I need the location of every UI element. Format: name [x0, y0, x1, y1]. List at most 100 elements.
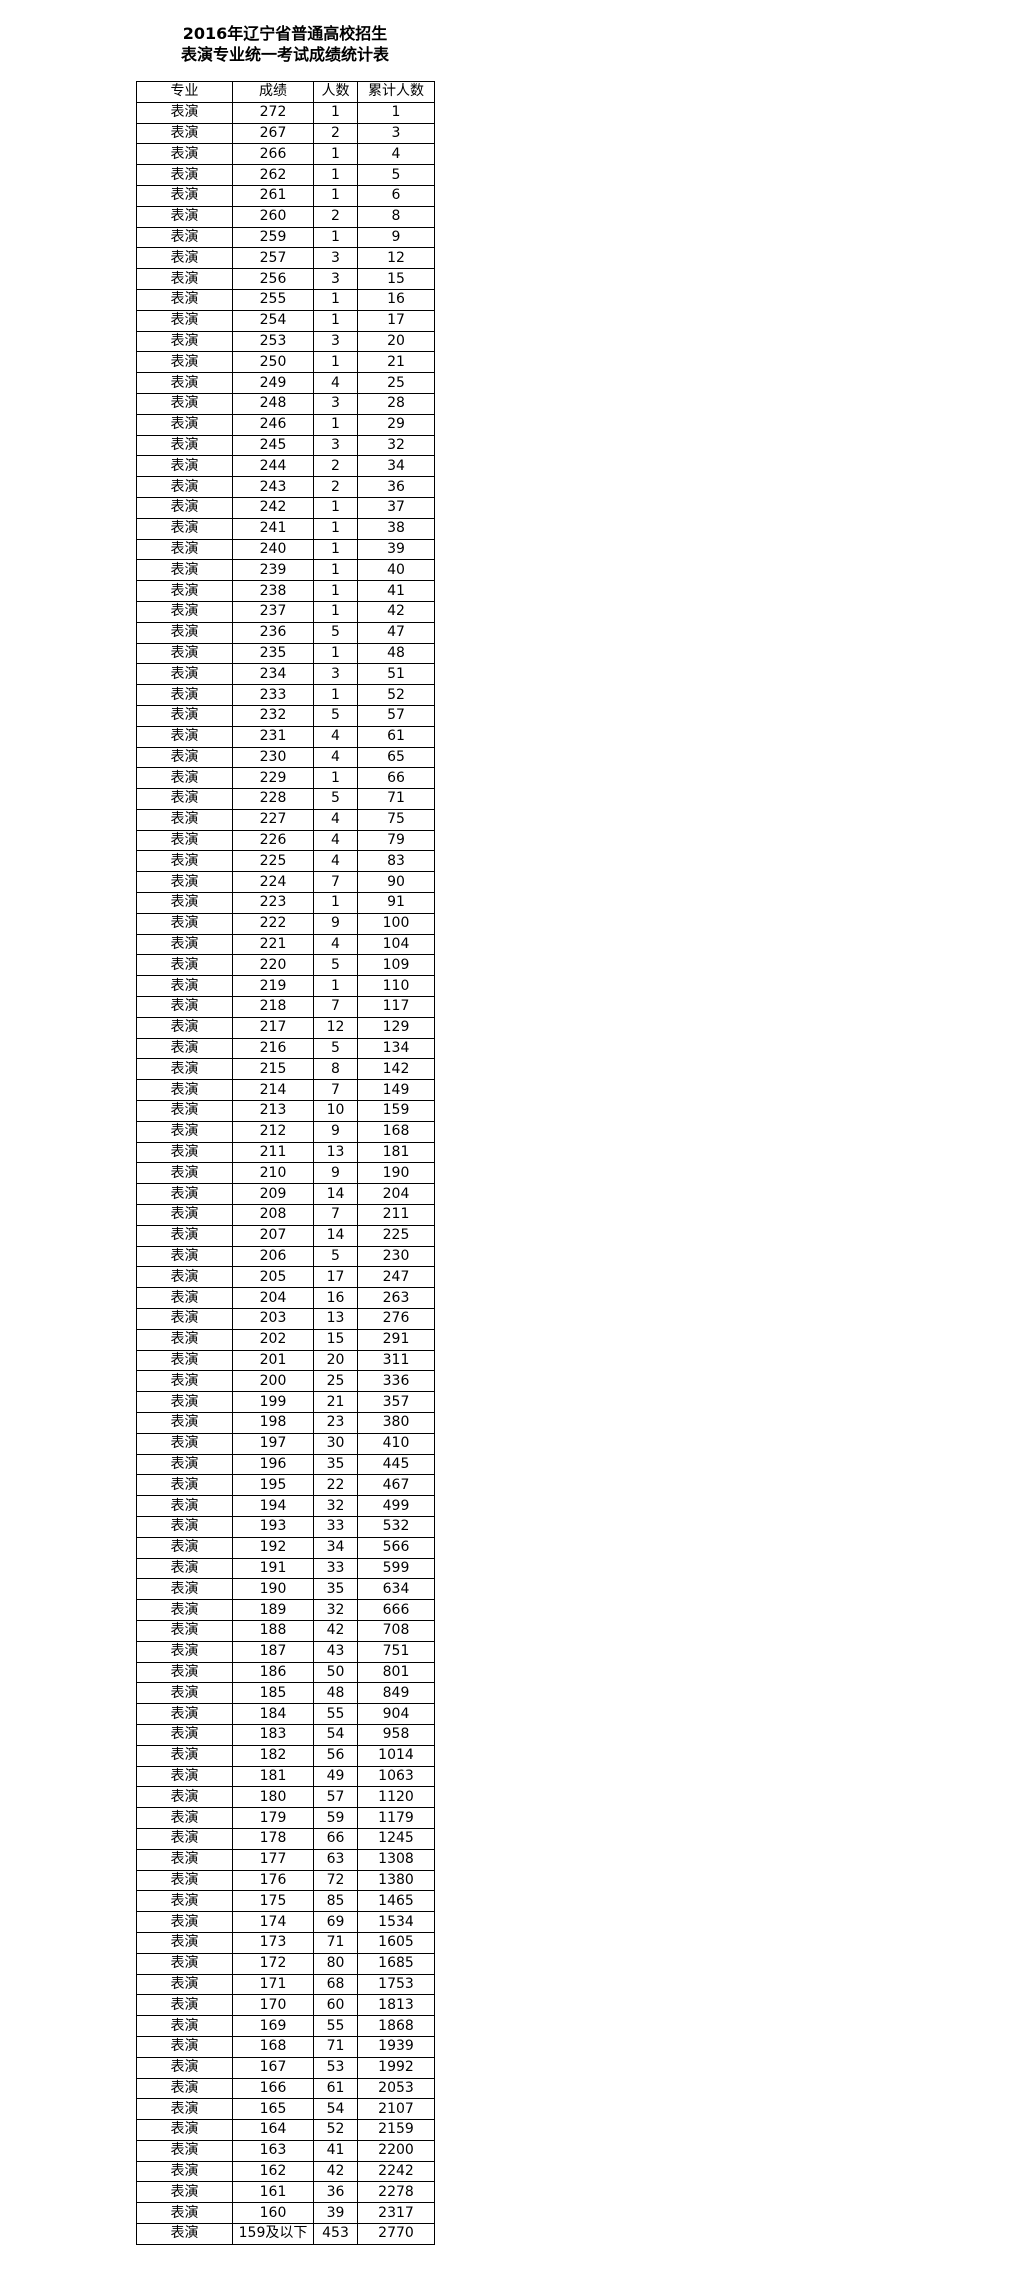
- table-row: 表演 216 5 134: [136, 1037, 435, 1060]
- cell-score: 237: [232, 600, 314, 623]
- table-row: 表演 236 5 47: [136, 621, 435, 644]
- cell-major: 表演: [136, 1911, 233, 1933]
- cell-cumulative: 36: [357, 476, 435, 498]
- cell-major: 表演: [136, 351, 233, 374]
- table-row: 表演 169 55 1868: [136, 2015, 435, 2037]
- cell-count: 13: [313, 1141, 358, 1164]
- cell-cumulative: 142: [357, 1058, 435, 1081]
- cell-score: 224: [232, 871, 314, 894]
- cell-score: 162: [232, 2160, 314, 2183]
- cell-cumulative: 66: [357, 767, 435, 790]
- table-row: 表演 201 20 311: [136, 1349, 435, 1372]
- cell-score: 231: [232, 725, 314, 748]
- cell-count: 7: [313, 996, 358, 1018]
- cell-count: 48: [313, 1682, 358, 1705]
- cell-cumulative: 1: [357, 101, 435, 124]
- cell-score: 257: [232, 247, 314, 270]
- cell-count: 3: [313, 663, 358, 686]
- cell-major: 表演: [136, 1557, 233, 1580]
- cell-major: 表演: [136, 1786, 233, 1809]
- table-row: 表演 183 54 958: [136, 1723, 435, 1746]
- cell-major: 表演: [136, 247, 233, 270]
- cell-major: 表演: [136, 642, 233, 665]
- cell-major: 表演: [136, 434, 233, 457]
- cell-major: 表演: [136, 580, 233, 602]
- cell-major: 表演: [136, 517, 233, 540]
- cell-count: 13: [313, 1308, 358, 1330]
- cell-cumulative: 57: [357, 704, 435, 727]
- table-row: 表演 161 36 2278: [136, 2181, 435, 2204]
- cell-score: 234: [232, 663, 314, 686]
- cell-score: 202: [232, 1328, 314, 1351]
- cell-count: 17: [313, 1266, 358, 1289]
- cell-score: 198: [232, 1412, 314, 1434]
- cell-cumulative: 20: [357, 330, 435, 353]
- cell-count: 4: [313, 808, 358, 831]
- cell-count: 7: [313, 1079, 358, 1102]
- cell-count: 3: [313, 330, 358, 353]
- cell-cumulative: 2278: [357, 2181, 435, 2204]
- cell-major: 表演: [136, 684, 233, 706]
- cell-score: 248: [232, 392, 314, 415]
- cell-cumulative: 410: [357, 1432, 435, 1455]
- cell-count: 41: [313, 2139, 358, 2162]
- cell-major: 表演: [136, 2119, 233, 2141]
- table-row: 表演 272 1 1: [136, 101, 435, 124]
- table-row: 表演 170 60 1813: [136, 1994, 435, 2017]
- cell-cumulative: 190: [357, 1162, 435, 1185]
- cell-score: 240: [232, 538, 314, 561]
- cell-score: 173: [232, 1931, 314, 1954]
- cell-major: 表演: [136, 1619, 233, 1642]
- cell-count: 23: [313, 1412, 358, 1434]
- cell-major: 表演: [136, 1079, 233, 1102]
- cell-major: 表演: [136, 975, 233, 998]
- table-row: 表演 212 9 168: [136, 1120, 435, 1143]
- header-score: 成绩: [232, 81, 314, 103]
- cell-score: 190: [232, 1578, 314, 1601]
- cell-major: 表演: [136, 288, 233, 311]
- cell-major: 表演: [136, 1744, 233, 1767]
- cell-cumulative: 42: [357, 600, 435, 623]
- cell-cumulative: 100: [357, 912, 435, 935]
- cell-major: 表演: [136, 2098, 233, 2121]
- cell-cumulative: 1380: [357, 1869, 435, 1892]
- table-row: 表演 226 4 79: [136, 829, 435, 852]
- table-row: 表演 202 15 291: [136, 1328, 435, 1351]
- cell-score: 260: [232, 205, 314, 228]
- cell-cumulative: 75: [357, 808, 435, 831]
- cell-cumulative: 2053: [357, 2077, 435, 2100]
- cell-major: 表演: [136, 101, 233, 124]
- cell-count: 63: [313, 1848, 358, 1871]
- table-row: 表演 239 1 40: [136, 559, 435, 582]
- cell-count: 4: [313, 850, 358, 873]
- cell-score: 246: [232, 413, 314, 436]
- table-row: 表演 187 43 751: [136, 1640, 435, 1663]
- cell-count: 1: [313, 226, 358, 249]
- cell-count: 71: [313, 1931, 358, 1954]
- cell-count: 1: [313, 684, 358, 706]
- cell-count: 4: [313, 725, 358, 748]
- cell-major: 表演: [136, 455, 233, 478]
- cell-count: 9: [313, 1120, 358, 1143]
- table-row: 表演 233 1 52: [136, 684, 435, 706]
- cell-major: 表演: [136, 1245, 233, 1268]
- table-row: 表演 172 80 1685: [136, 1952, 435, 1975]
- cell-score: 261: [232, 184, 314, 207]
- table-row: 表演 224 7 90: [136, 871, 435, 894]
- cell-count: 34: [313, 1536, 358, 1559]
- cell-score: 168: [232, 2035, 314, 2058]
- cell-count: 4: [313, 372, 358, 394]
- cell-major: 表演: [136, 413, 233, 436]
- cell-score: 172: [232, 1952, 314, 1975]
- cell-cumulative: 110: [357, 975, 435, 998]
- cell-cumulative: 311: [357, 1349, 435, 1372]
- cell-count: 72: [313, 1869, 358, 1892]
- table-row: 表演 182 56 1014: [136, 1744, 435, 1767]
- cell-cumulative: 79: [357, 829, 435, 852]
- cell-score: 165: [232, 2098, 314, 2121]
- cell-cumulative: 29: [357, 413, 435, 436]
- cell-count: 14: [313, 1224, 358, 1247]
- cell-score: 199: [232, 1391, 314, 1413]
- table-row: 表演 176 72 1380: [136, 1869, 435, 1892]
- cell-count: 15: [313, 1328, 358, 1351]
